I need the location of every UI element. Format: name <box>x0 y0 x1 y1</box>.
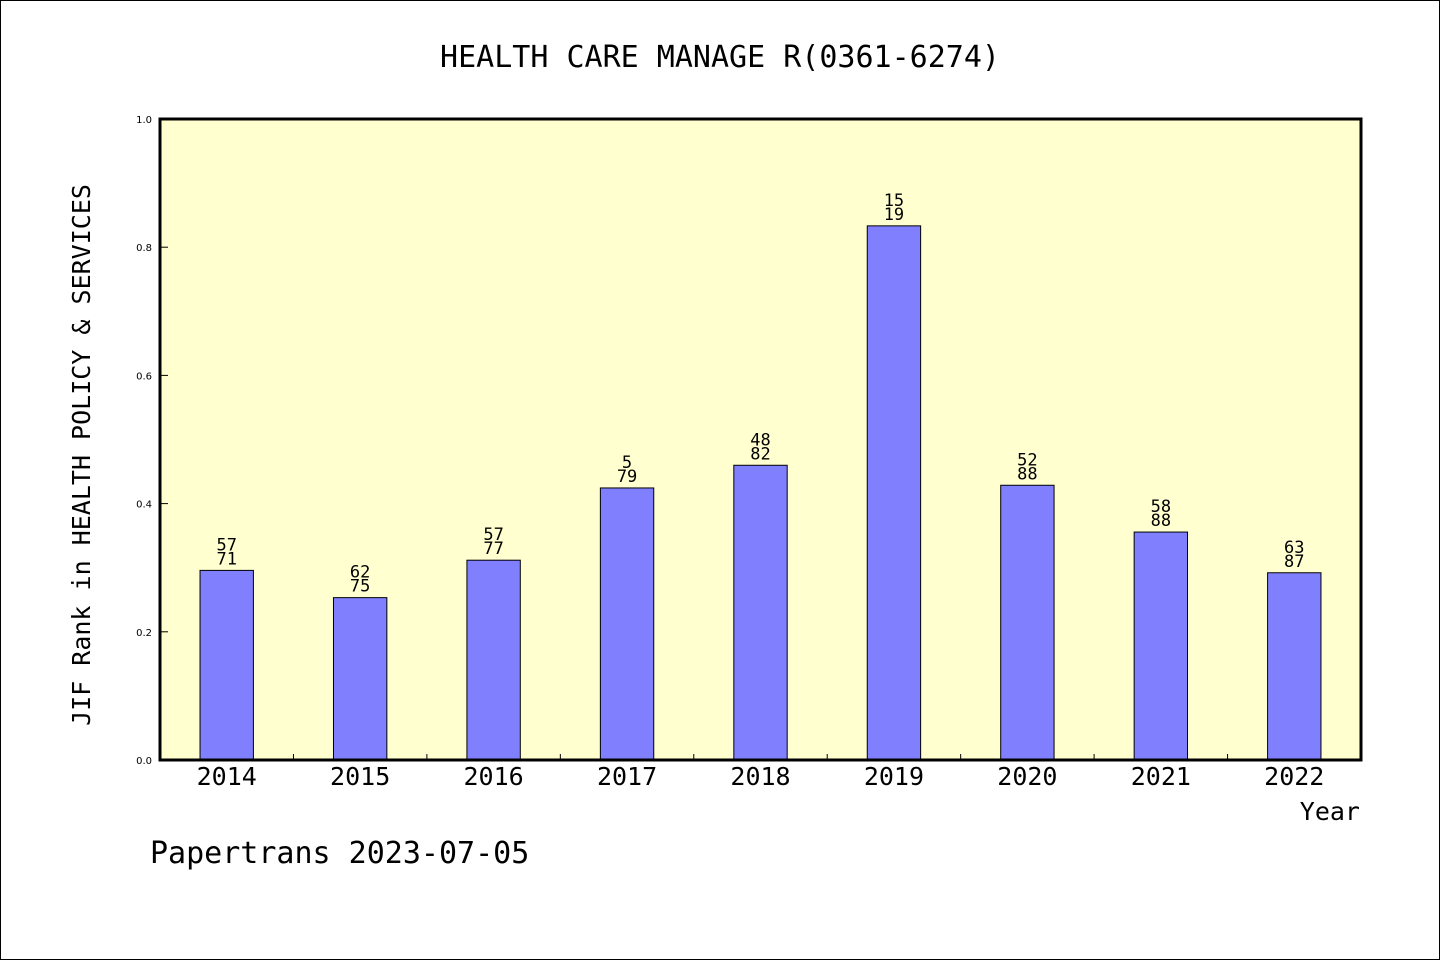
bar-2015 <box>332 597 388 761</box>
x-tick-label: 2019 <box>864 762 924 791</box>
bar-label-rank: 5 <box>622 453 632 473</box>
bar-label-total: 77 <box>483 539 503 559</box>
bar-label-rank: 62 <box>350 563 370 583</box>
bar-label-total: 87 <box>1284 552 1304 572</box>
bar-2014 <box>199 569 254 761</box>
x-tick-label: 2022 <box>1264 762 1324 791</box>
bar-label-rank: 63 <box>1284 538 1304 558</box>
y-tick-label: 1.0 <box>136 115 152 126</box>
x-tick-label: 2018 <box>730 762 790 791</box>
bar-2017 <box>599 487 655 761</box>
x-tick-label: 2015 <box>330 762 390 791</box>
bar-2016 <box>466 559 521 761</box>
bar-label-total: 88 <box>1017 464 1037 484</box>
x-axis: 2014 2015 2016 2017 2018 2019 2020 2021 2022 <box>197 754 1324 791</box>
footer-credit: Papertrans 2023-07-05 <box>150 836 529 871</box>
bar-label-rank: 52 <box>1017 450 1037 470</box>
chart-title: HEALTH CARE MANAGE R(0361-6274) <box>440 40 1000 75</box>
bar-label-rank: 15 <box>884 191 904 211</box>
x-tick-label: 2017 <box>597 762 657 791</box>
bar-label-total: 88 <box>1151 511 1171 531</box>
x-tick-label: 2014 <box>197 762 257 791</box>
bar-label-total: 71 <box>216 549 236 569</box>
bar-label-total: 75 <box>350 577 370 597</box>
x-tick-label: 2020 <box>997 762 1057 791</box>
bar-label-total: 82 <box>750 444 770 464</box>
bar-2022 <box>1267 572 1322 761</box>
bar-label-rank: 58 <box>1151 497 1171 517</box>
bar-2021 <box>1133 531 1189 761</box>
y-tick-label: 0.0 <box>136 756 152 767</box>
bar-2019 <box>866 225 922 761</box>
y-tick-label: 0.2 <box>136 628 152 639</box>
bar-2020 <box>1000 484 1055 761</box>
y-tick-label: 0.6 <box>136 371 152 382</box>
bar-label-total: 19 <box>884 205 904 225</box>
y-tick-label: 0.4 <box>136 500 152 511</box>
bar-2018 <box>733 464 788 761</box>
bar-label-rank: 57 <box>483 525 503 545</box>
x-tick-label: 2016 <box>464 762 524 791</box>
plot-frame <box>158 117 1363 762</box>
x-tick-label: 2021 <box>1131 762 1191 791</box>
bar-label-rank: 48 <box>750 430 770 450</box>
bar-label-total: 79 <box>617 467 637 487</box>
bar-label-rank: 57 <box>216 535 236 555</box>
x-axis-label: Year <box>1300 797 1360 826</box>
y-axis-label: JIF Rank in HEALTH POLICY & SERVICES <box>67 184 96 726</box>
y-tick-label: 0.8 <box>136 243 152 254</box>
